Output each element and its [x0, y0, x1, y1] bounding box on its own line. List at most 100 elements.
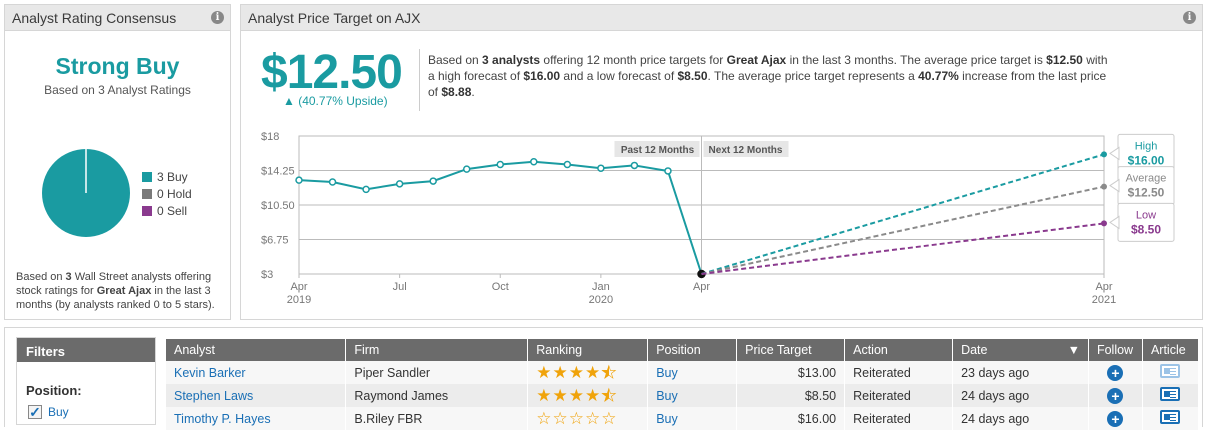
consensus-rating: Strong Buy [55, 53, 180, 79]
action: Reiterated [844, 361, 954, 384]
x-tick-label: Jan [592, 281, 610, 293]
legend-item-hold: 0 Hold [142, 185, 192, 202]
target-value-low: $8.50 [1131, 222, 1161, 236]
x-tick-label: Apr [290, 281, 307, 293]
price-point [362, 185, 370, 194]
price-point [429, 177, 437, 185]
average-price-target: $12.50 [261, 46, 403, 99]
star-empty-icon: ☆ [536, 408, 553, 428]
col-date[interactable]: Date ▼ [952, 339, 1089, 361]
analyst-table-section [4, 327, 1203, 427]
target-point-low [1101, 220, 1107, 227]
star-full-icon: ★ [536, 385, 553, 405]
target-label-high: High [1135, 140, 1158, 152]
article-icon[interactable] [1160, 410, 1181, 424]
col-article[interactable]: Article [1142, 339, 1200, 361]
checkbox-checked-icon[interactable]: ✓ [28, 404, 42, 420]
article-cell[interactable] [1142, 407, 1200, 430]
target-line-average [701, 185, 1105, 275]
x-tick-label: Apr [1095, 281, 1112, 293]
buy-filter-checkbox[interactable]: ✓ Buy [28, 405, 69, 419]
action: Reiterated [844, 384, 954, 407]
target-point-average [1101, 183, 1107, 190]
x-tick-label: Jul [393, 281, 407, 293]
consensus-based-on: Based on 3 Analyst Ratings [44, 83, 191, 97]
follow-plus-icon[interactable]: + [1107, 410, 1124, 427]
info-icon[interactable]: i [211, 11, 224, 24]
price-point [395, 180, 404, 188]
table-row: Timothy P. Hayes B.Riley FBR ☆☆☆☆☆ Buy $16.0… [166, 407, 1200, 430]
date: 24 days ago [952, 384, 1089, 407]
consensus-panel: Analyst Rating Consensus i Strong Buy Ba… [4, 4, 231, 320]
price-point [597, 164, 605, 172]
follow-plus-icon[interactable]: + [1107, 364, 1124, 381]
y-tick-label: $18 [261, 131, 279, 143]
price-point [462, 165, 471, 173]
period-label-next: Next 12 Months [709, 145, 783, 156]
price-point [530, 158, 538, 166]
legend-item-sell: 0 Sell [142, 202, 192, 219]
target-value-high: $16.00 [1128, 153, 1165, 167]
analyst-name[interactable]: Kevin Barker [166, 361, 347, 384]
target-label-average: Average [1126, 173, 1167, 185]
price-target-description: Based on 3 analysts offering 12 month pr… [428, 53, 1108, 99]
article-icon[interactable] [1160, 364, 1181, 378]
analyst-ranking: ★★★★★ [527, 361, 649, 384]
col-position[interactable]: Position [647, 339, 738, 361]
divider [419, 49, 420, 111]
col-price-target[interactable]: Price Target [736, 339, 846, 361]
target-label-low: Low [1136, 209, 1156, 221]
star-empty-icon: ☆ [601, 408, 618, 428]
firm-name: Raymond James [345, 384, 529, 407]
callout-pointer [1109, 146, 1120, 161]
period-label-past: Past 12 Months [621, 145, 695, 156]
x-tick-label: Apr [693, 281, 710, 293]
y-tick-label: $14.25 [261, 166, 295, 178]
position[interactable]: Buy [647, 384, 738, 407]
x-tick-year: 2019 [287, 294, 311, 306]
table-row: Kevin Barker Piper Sandler ★★★★★ Buy $13.00 R… [166, 361, 1200, 384]
follow-cell[interactable]: + [1088, 407, 1143, 430]
star-half-icon: ★ [601, 385, 618, 405]
col-firm[interactable]: Firm [345, 339, 529, 361]
follow-cell[interactable]: + [1088, 384, 1143, 407]
price-target: $13.00 [736, 361, 846, 384]
price-target: $16.00 [736, 407, 846, 430]
col-follow[interactable]: Follow [1088, 339, 1143, 361]
price-target-title: Analyst Price Target on AJX [248, 10, 421, 26]
analyst-ranking: ☆☆☆☆☆ [527, 407, 649, 430]
price-target-panel: Analyst Price Target on AJX i $12.50 ▲ (… [240, 4, 1203, 320]
consensus-note: Based on 3 Wall Street analysts offering… [16, 271, 215, 311]
star-full-icon: ★ [568, 385, 585, 405]
x-tick-label: Oct [492, 281, 509, 293]
col-action[interactable]: Action [844, 339, 954, 361]
price-point [630, 161, 639, 170]
star-full-icon: ★ [552, 385, 569, 405]
position[interactable]: Buy [647, 361, 738, 384]
period-label-bg [614, 141, 700, 157]
price-point [295, 176, 303, 184]
sort-desc-icon: ▼ [1067, 343, 1080, 357]
article-icon[interactable] [1160, 387, 1181, 401]
star-full-icon: ★ [568, 362, 585, 382]
star-empty-icon: ☆ [584, 408, 602, 428]
col-analyst[interactable]: Analyst [166, 339, 347, 361]
article-cell[interactable] [1142, 384, 1200, 407]
x-tick-year: 2021 [1092, 294, 1116, 306]
ratings-pie-chart [42, 149, 130, 237]
period-label-bg [703, 141, 789, 157]
col-ranking[interactable]: Ranking [527, 339, 649, 361]
article-cell[interactable] [1142, 361, 1200, 384]
info-icon[interactable]: i [1183, 11, 1196, 24]
y-tick-label: $10.50 [261, 200, 295, 212]
position[interactable]: Buy [647, 407, 738, 430]
y-tick-label: $3 [261, 269, 273, 281]
follow-cell[interactable]: + [1088, 361, 1143, 384]
analyst-name[interactable]: Timothy P. Hayes [166, 407, 347, 430]
price-point [664, 167, 672, 175]
analyst-ranking: ★★★★★ [527, 384, 649, 407]
consensus-header: Analyst Rating Consensus i [5, 5, 230, 31]
analyst-name[interactable]: Stephen Laws [166, 384, 347, 407]
star-full-icon: ★ [584, 385, 602, 405]
follow-plus-icon[interactable]: + [1107, 387, 1124, 404]
